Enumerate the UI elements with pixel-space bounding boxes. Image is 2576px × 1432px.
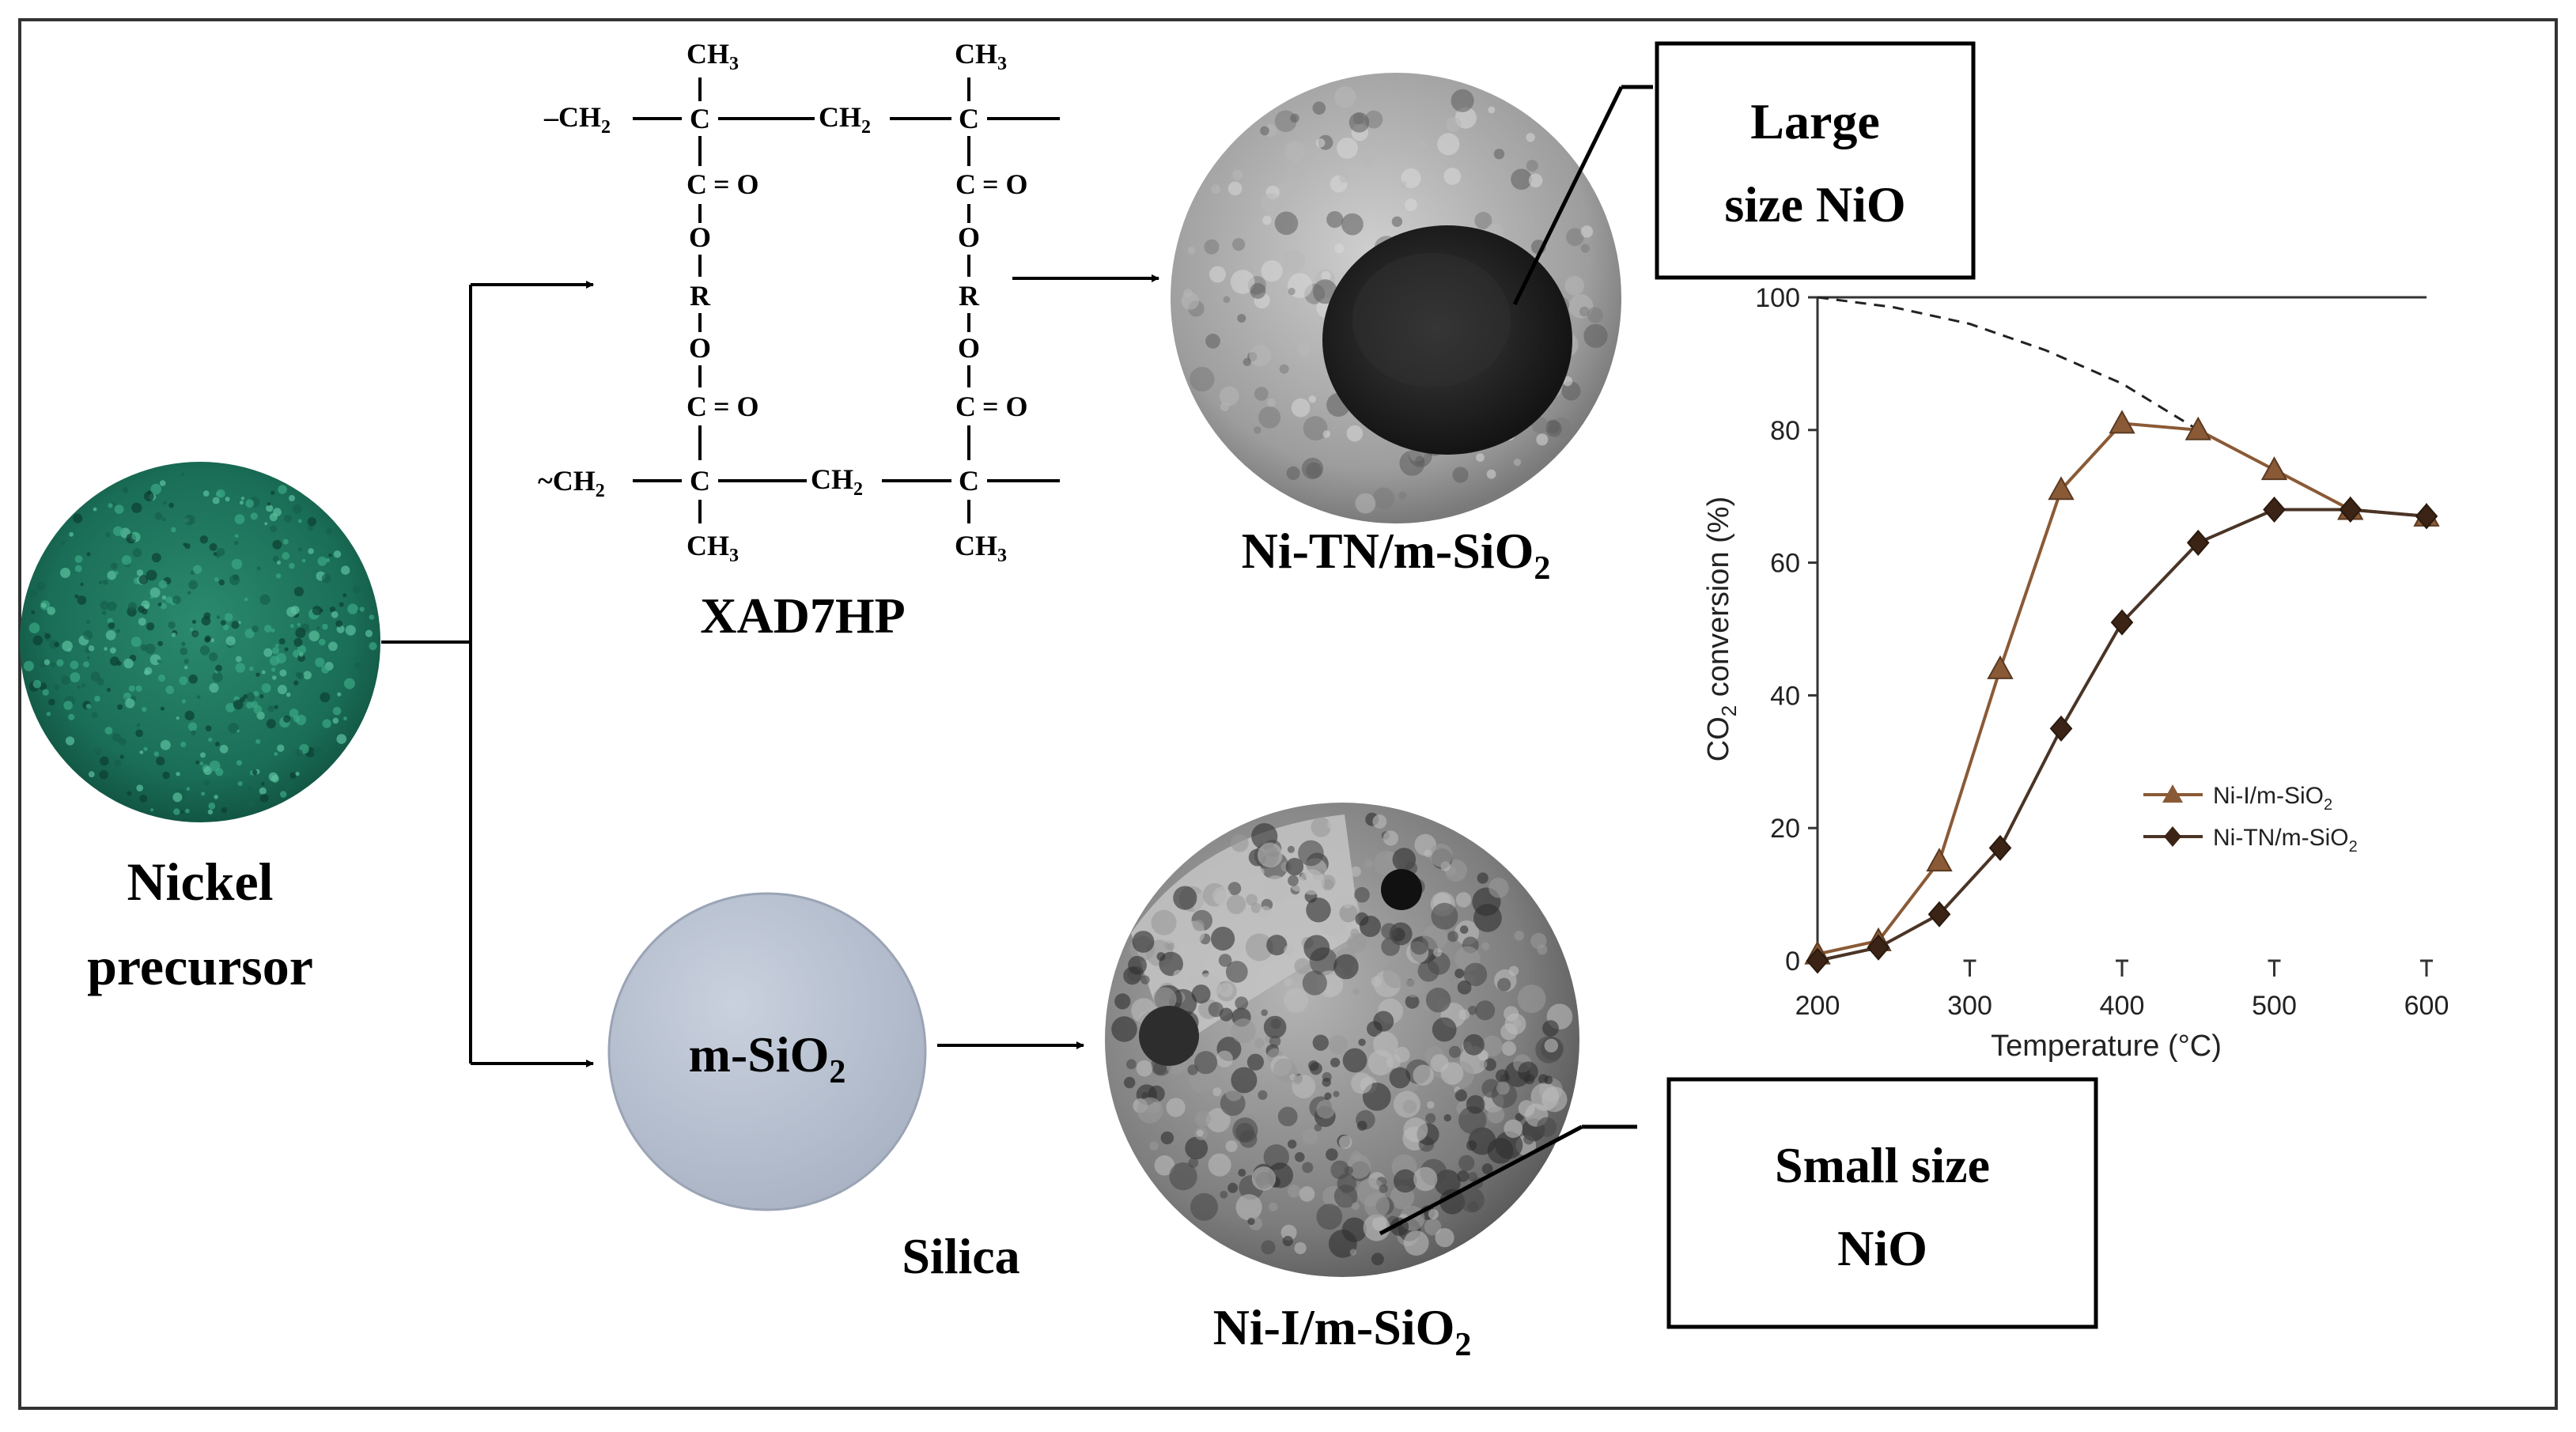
silica-sphere: m-SiO2	[607, 892, 927, 1211]
precursor-label-line1: Nickel	[127, 852, 273, 912]
equilibrium-curve	[1817, 296, 2200, 432]
point-ni-i	[2109, 410, 2135, 434]
point-ni-tn	[2339, 496, 2362, 523]
right-carbonyl-top: C = O	[955, 168, 1028, 200]
point-ni-tn	[2186, 529, 2210, 556]
top-c-left: C	[690, 103, 710, 134]
point-ni-i	[2048, 476, 2075, 501]
callout-top-line2: size NiO	[1724, 176, 1905, 232]
series-line-ni-tn	[1817, 508, 2427, 962]
legend-marker-ni-tn	[2164, 826, 2181, 847]
silica-label: Silica	[902, 1228, 1019, 1284]
top-ch3-left: CH3	[687, 38, 739, 74]
right-oxygen-top: O	[958, 221, 980, 253]
point-ni-tn	[1867, 934, 1890, 961]
callout-bottom-line1: Small size	[1775, 1137, 1990, 1193]
point-ni-i	[1987, 655, 2014, 679]
right-oxygen-bottom: O	[958, 332, 980, 364]
callout-top-box	[1655, 41, 1976, 280]
point-ni-tn	[1988, 834, 2012, 861]
legend-label-ni-i: Ni-I/m-SiO2	[2213, 783, 2332, 814]
point-ni-i	[2184, 416, 2211, 440]
bottom-ch3-left: CH3	[687, 530, 739, 566]
precursor-label-line2: precursor	[87, 936, 313, 996]
legend-label-ni-tn: Ni-TN/m-SiO2	[2213, 825, 2358, 856]
top-chain-start: –CH2	[543, 101, 611, 138]
left-carbonyl-bottom: C = O	[687, 391, 759, 422]
point-ni-i	[1926, 848, 1953, 872]
tem-image-ni-i	[1105, 803, 1579, 1277]
y-tick-label: 0	[1785, 946, 1800, 977]
tem-top-label: Ni-TN/m-SiO2	[1242, 523, 1551, 587]
callout-bottom-box	[1666, 1077, 2098, 1329]
left-oxygen-top: O	[689, 221, 711, 253]
xad7hp-structure: CH3 CH3 –CH2 C CH2 C C = O O R O C = O C = …	[538, 38, 1060, 566]
xad7hp-label: XAD7HP	[700, 588, 906, 644]
point-ni-tn	[2110, 609, 2134, 636]
y-tick-label: 80	[1770, 416, 1800, 446]
precursor-texture	[23, 472, 377, 815]
branch-connector	[381, 281, 594, 1067]
top-c-right: C	[959, 103, 979, 134]
y-tick-label: 20	[1770, 814, 1800, 844]
point-ni-tn	[1806, 947, 1829, 974]
legend-marker-ni-i	[2162, 784, 2183, 803]
right-carbonyl-bottom: C = O	[955, 391, 1028, 422]
bottom-ch2-mid: CH2	[811, 463, 863, 500]
x-axis-label: Temperature (°C)	[1991, 1030, 2222, 1063]
bottom-chain-start: ~CH2	[538, 465, 605, 501]
callout-top-line1: Large	[1750, 93, 1880, 149]
x-tick-label: 600	[2404, 991, 2449, 1021]
callout-bottom-line2: NiO	[1837, 1220, 1927, 1276]
point-ni-tn	[2049, 715, 2073, 742]
y-tick-label: 40	[1770, 681, 1800, 711]
tem-image-ni-tn	[1171, 73, 1621, 523]
nickel-precursor: Nickel precursor	[20, 462, 380, 996]
right-r-group: R	[959, 280, 980, 312]
bottom-ch3-right: CH3	[955, 530, 1007, 566]
y-tick-label: 100	[1755, 283, 1800, 313]
left-carbonyl-top: C = O	[687, 168, 759, 200]
callout-bottom-leader	[1379, 1124, 1583, 1236]
chart-background	[1677, 281, 2468, 1056]
left-oxygen-bottom: O	[689, 332, 711, 364]
top-ch2-mid: CH2	[819, 101, 871, 138]
point-ni-tn	[2415, 503, 2438, 530]
bottom-c-left: C	[690, 465, 710, 497]
outer-frame	[18, 18, 2558, 1410]
point-ni-tn	[1927, 901, 1951, 928]
tem-bottom-label: Ni-I/m-SiO2	[1213, 1299, 1472, 1363]
x-tick-label: 400	[2100, 991, 2145, 1021]
callout-top-leader	[1512, 85, 1624, 306]
series-line-ni-i	[1817, 421, 2427, 956]
x-tick-label: 200	[1795, 991, 1840, 1021]
silica-sphere-label: m-SiO2	[689, 1026, 846, 1090]
point-ni-i	[2260, 456, 2288, 481]
co2-conversion-chart: 0 20 40 60 80 100 200 300 400 500 600 Temperature (…	[1677, 281, 2468, 1063]
y-tick-label: 60	[1770, 549, 1800, 579]
x-tick-label: 500	[2252, 991, 2297, 1021]
x-tick-label: 300	[1947, 991, 1992, 1021]
y-axis-label: CO2 conversion (%)	[1702, 497, 1741, 761]
left-r-group: R	[690, 280, 711, 312]
point-ni-tn	[2263, 496, 2286, 523]
bottom-c-right: C	[959, 465, 979, 497]
top-ch3-right: CH3	[955, 38, 1007, 74]
